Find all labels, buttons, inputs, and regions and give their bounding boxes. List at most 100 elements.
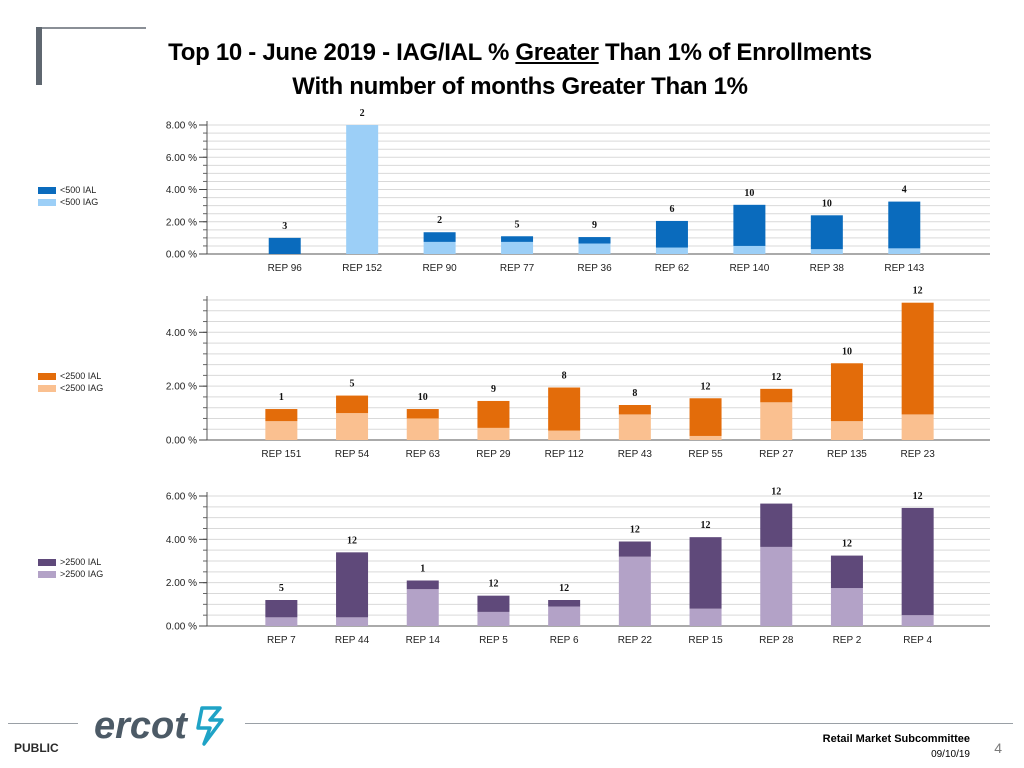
bar-segment-2500iag (265, 617, 298, 626)
data-label: 2 (360, 108, 365, 119)
data-label: 1 (420, 564, 425, 575)
ercot-logo: ercot (94, 705, 224, 747)
category-label: REP 112 (545, 449, 585, 460)
bar-segment-500ial (888, 201, 921, 249)
data-label: 5 (515, 219, 520, 230)
bar-segment-2500iag (830, 421, 863, 440)
y-tick-label: 4.00 % (166, 535, 197, 546)
category-label: REP 54 (335, 449, 370, 460)
legend-swatch (38, 570, 56, 578)
data-label: 9 (491, 384, 496, 395)
legend-swatch (38, 198, 56, 206)
category-label: REP 62 (655, 263, 690, 274)
bar-segment-2500iag (760, 402, 793, 440)
bar-segment-2500iag (477, 427, 510, 440)
category-label: REP 140 (729, 263, 769, 274)
data-label: 5 (279, 583, 284, 594)
bar-segment-2500ial (477, 400, 510, 428)
legend-item: <500 IAG (38, 196, 98, 208)
bar-segment-2500ial (265, 600, 298, 618)
slide-title: Top 10 - June 2019 - IAG/IAL % Greater T… (60, 36, 980, 104)
legend-swatch (38, 384, 56, 392)
legend-chart-3: >2500 IAL >2500 IAG (38, 556, 103, 580)
bar-segment-2500iag (618, 414, 651, 440)
bar-segment-2500ial (548, 600, 581, 607)
category-label: REP 5 (479, 635, 508, 646)
category-label: REP 23 (901, 449, 936, 460)
footer-divider-left (8, 723, 78, 724)
bar-segment-2500iag (336, 617, 369, 626)
bar-segment-2500iag (406, 418, 439, 440)
legend-label: >2500 IAL (60, 557, 102, 567)
data-label: 10 (842, 346, 852, 357)
data-label: 3 (282, 221, 287, 232)
bar-segment-500iag (501, 241, 534, 254)
legend-label: <500 IAG (60, 197, 99, 207)
y-tick-label: 4.00 % (166, 185, 197, 196)
category-label: REP 43 (618, 449, 653, 460)
legend-label: <2500 IAL (60, 371, 102, 381)
page-number: 4 (994, 740, 1002, 756)
bar-segment-2500iag (901, 414, 934, 440)
bar-segment-2500ial (477, 595, 510, 612)
bar-segment-2500ial (618, 405, 651, 415)
chart-small-rep: 0.00 % 2.00 % 4.00 % 6.00 % 8.00 % 3 REP 96 2 RE… (166, 108, 990, 274)
category-label: REP 77 (500, 263, 535, 274)
bar-segment-2500iag (548, 430, 581, 440)
category-label: REP 44 (335, 635, 370, 646)
bar-segment-500ial (501, 236, 534, 242)
bar-segment-2500iag (477, 611, 510, 626)
bar-segment-2500ial (689, 537, 722, 609)
y-tick-label: 4.00 % (166, 328, 197, 339)
legend-swatch (38, 372, 56, 380)
bar-segment-2500iag (689, 435, 722, 440)
bar-segment-2500iag (830, 588, 863, 626)
bar-segment-2500iag (265, 421, 298, 440)
classification-label: PUBLIC (14, 741, 59, 755)
data-label: 12 (913, 491, 923, 502)
category-label: REP 96 (268, 263, 303, 274)
title-part-1: Top 10 - June 2019 - IAG/IAL % (168, 39, 516, 66)
category-label: REP 29 (476, 449, 511, 460)
bar-segment-500iag (346, 125, 379, 254)
y-tick-label: 0.00 % (166, 436, 197, 447)
category-label: REP 2 (833, 635, 862, 646)
bar-segment-500ial (733, 204, 766, 246)
legend-item: <500 IAL (38, 184, 98, 196)
bar-segment-2500ial (548, 387, 581, 431)
data-label: 4 (902, 185, 907, 196)
bar-segment-2500ial (406, 409, 439, 419)
data-label: 6 (669, 204, 674, 215)
bar-segment-2500iag (901, 615, 934, 626)
bar-segment-500iag (655, 247, 688, 254)
title-part-2: Than 1% of Enrollments (598, 39, 872, 66)
bar-segment-500ial (578, 237, 611, 244)
data-label: 1 (279, 392, 284, 403)
logo-wordmark: ercot (94, 705, 188, 747)
bar-segment-2500ial (689, 398, 722, 436)
category-label: REP 27 (759, 449, 794, 460)
bar-segment-2500iag (548, 606, 581, 626)
corner-accent-bar (36, 27, 42, 85)
data-label: 12 (347, 535, 357, 546)
data-label: 10 (744, 188, 754, 199)
data-label: 12 (842, 539, 852, 550)
y-tick-label: 0.00 % (166, 250, 197, 261)
category-label: REP 4 (903, 635, 932, 646)
category-label: REP 15 (688, 635, 723, 646)
chart-large-rep: 0.00 % 2.00 % 4.00 % 6.00 % 5 REP 7 12 REP 44 1 R… (166, 487, 990, 646)
committee-name: Retail Market Subcommittee (822, 733, 970, 745)
bar-segment-2500ial (406, 580, 439, 590)
data-label: 12 (701, 381, 711, 392)
legend-swatch (38, 558, 56, 566)
bar-segment-2500iag (760, 546, 793, 626)
bar-segment-500iag (888, 248, 921, 254)
category-label: REP 55 (688, 449, 723, 460)
legend-label: <2500 IAG (60, 383, 104, 393)
legend-label: >2500 IAG (60, 569, 104, 579)
category-label: REP 22 (618, 635, 653, 646)
data-label: 9 (592, 220, 597, 231)
title-underlined-word: Greater (515, 39, 599, 66)
category-label: REP 14 (406, 635, 441, 646)
y-tick-label: 8.00 % (166, 121, 197, 132)
